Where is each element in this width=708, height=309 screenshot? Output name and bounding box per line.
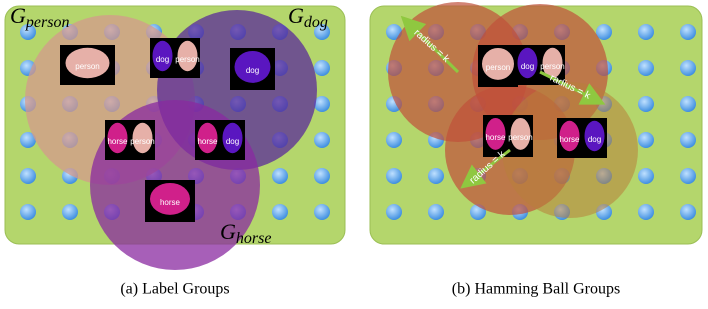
dot bbox=[314, 168, 330, 184]
dot bbox=[314, 204, 330, 220]
dot bbox=[314, 60, 330, 76]
dot bbox=[386, 132, 402, 148]
image-label: person bbox=[75, 62, 99, 71]
dot bbox=[680, 168, 696, 184]
dot bbox=[680, 24, 696, 40]
image-label: dog bbox=[156, 55, 169, 64]
image-label: horse bbox=[107, 137, 128, 146]
dot bbox=[680, 60, 696, 76]
caption: (a) Label Groups bbox=[120, 281, 229, 298]
dot bbox=[638, 168, 654, 184]
image-label: dog bbox=[246, 66, 259, 75]
dot bbox=[314, 132, 330, 148]
image-label: horse bbox=[160, 198, 181, 207]
image-label: horse bbox=[197, 137, 218, 146]
image-label: dog bbox=[226, 137, 239, 146]
image-label: horse bbox=[485, 133, 506, 142]
image-label: person bbox=[175, 55, 199, 64]
dot bbox=[638, 204, 654, 220]
dot bbox=[638, 96, 654, 112]
dot bbox=[428, 204, 444, 220]
image-label: horse bbox=[559, 135, 580, 144]
dot bbox=[638, 60, 654, 76]
image-label: person bbox=[130, 137, 154, 146]
image-label: person bbox=[540, 62, 564, 71]
dot bbox=[638, 132, 654, 148]
dot bbox=[638, 24, 654, 40]
dot bbox=[272, 204, 288, 220]
dot bbox=[680, 96, 696, 112]
dot bbox=[680, 204, 696, 220]
dot bbox=[272, 168, 288, 184]
dot bbox=[386, 168, 402, 184]
dot bbox=[428, 168, 444, 184]
dot bbox=[680, 132, 696, 148]
image-label: dog bbox=[588, 135, 601, 144]
image-label: dog bbox=[521, 62, 534, 71]
image-label: person bbox=[486, 63, 510, 72]
dot bbox=[20, 204, 36, 220]
dot bbox=[386, 204, 402, 220]
image-label: person bbox=[508, 133, 532, 142]
caption: (b) Hamming Ball Groups bbox=[452, 281, 620, 298]
dot bbox=[62, 204, 78, 220]
figure: persondogpersondoghorsepersonhorsedoghor… bbox=[0, 0, 708, 304]
dot bbox=[20, 168, 36, 184]
